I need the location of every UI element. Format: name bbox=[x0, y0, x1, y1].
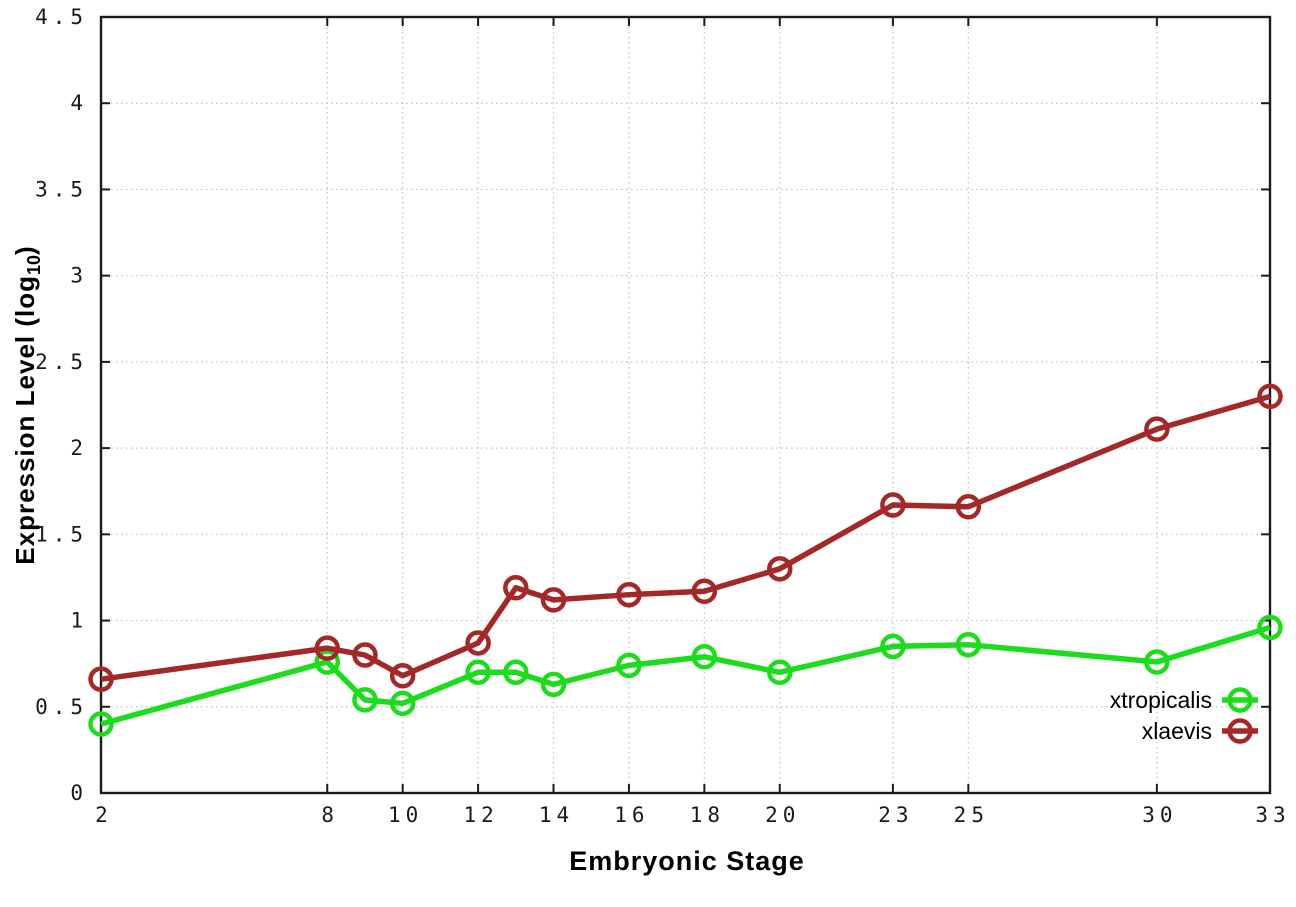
y-axis-title-text: Expression Level (log bbox=[10, 274, 40, 565]
x-tick-label: 8 bbox=[321, 803, 339, 827]
legend-label-xtropicalis: xtropicalis bbox=[1110, 687, 1212, 713]
y-tick-label: 3 bbox=[70, 264, 88, 288]
tick-labels: 2 8 10 12 14 16 18 20 23 25 30 33 0 0.5 1 1.5 2 2.5 3 3.5 4 4… bbox=[35, 5, 1290, 827]
series-xtropicalis-marker bbox=[880, 633, 906, 660]
x-tick-label: 2 bbox=[95, 803, 113, 827]
x-tick-label: 10 bbox=[388, 803, 423, 827]
series-xtropicalis bbox=[88, 614, 1283, 737]
x-tick-label: 23 bbox=[878, 803, 913, 827]
series-xtropicalis-marker bbox=[389, 690, 416, 717]
y-axis-title: Expression Level (log10) bbox=[10, 205, 45, 605]
y-axis-title-subscript: 10 bbox=[24, 254, 44, 275]
series-xlaevis-marker bbox=[88, 666, 114, 692]
y-tick-label: 4 bbox=[70, 91, 88, 115]
series-xlaevis-marker bbox=[691, 578, 718, 604]
axis-ticks bbox=[100, 16, 1271, 794]
x-tick-label: 20 bbox=[765, 803, 800, 827]
series-xlaevis-marker bbox=[314, 635, 341, 661]
series-xtropicalis-marker bbox=[314, 649, 341, 675]
y-tick-label: 1.5 bbox=[35, 522, 88, 546]
series-xtropicalis-marker bbox=[691, 644, 718, 670]
legend-marker-xlaevis bbox=[1227, 718, 1253, 744]
series-xlaevis-marker bbox=[352, 642, 378, 668]
series-xlaevis-marker bbox=[503, 575, 529, 601]
series-xtropicalis-marker bbox=[1257, 614, 1283, 641]
series-xlaevis-marker bbox=[540, 587, 567, 613]
x-axis-title: Embryonic Stage bbox=[569, 846, 805, 876]
x-tick-label: 30 bbox=[1142, 803, 1177, 827]
series-xlaevis-marker bbox=[767, 556, 793, 582]
series-xtropicalis-marker bbox=[465, 659, 491, 686]
series-xlaevis-marker bbox=[389, 662, 416, 689]
series-xlaevis-marker bbox=[1257, 383, 1283, 410]
series-xlaevis-line bbox=[100, 393, 1271, 682]
x-tick-label: 18 bbox=[690, 803, 725, 827]
series-xlaevis bbox=[88, 383, 1283, 692]
y-tick-label: 3.5 bbox=[35, 177, 88, 201]
series-xlaevis-marker bbox=[880, 492, 906, 518]
series-xlaevis-marker bbox=[465, 630, 491, 656]
x-tick-label: 14 bbox=[539, 803, 574, 827]
y-tick-label: 4.5 bbox=[35, 5, 88, 29]
y-tick-label: 0.5 bbox=[35, 695, 88, 719]
series-xtropicalis-line bbox=[100, 624, 1271, 727]
series-xtropicalis-marker bbox=[955, 631, 982, 658]
y-tick-label: 2.5 bbox=[35, 350, 88, 374]
series-xlaevis-marker bbox=[955, 493, 982, 520]
x-tick-label: 16 bbox=[614, 803, 649, 827]
y-tick-label: 0 bbox=[70, 781, 88, 805]
y-axis-title-suffix: ) bbox=[10, 245, 40, 255]
x-tick-label: 12 bbox=[463, 803, 498, 827]
legend: xtropicalis xlaevis bbox=[1110, 687, 1258, 744]
series-xtropicalis-marker bbox=[1144, 649, 1170, 675]
series-xtropicalis-marker bbox=[767, 659, 793, 686]
series-xtropicalis-marker bbox=[503, 659, 529, 686]
series-xlaevis-marker bbox=[1144, 416, 1170, 442]
legend-marker-xtropicalis bbox=[1227, 687, 1253, 713]
series-xtropicalis-marker bbox=[352, 687, 378, 713]
legend-label-xlaevis: xlaevis bbox=[1142, 718, 1212, 744]
series-xlaevis-marker bbox=[616, 581, 642, 608]
x-tick-label: 25 bbox=[954, 803, 989, 827]
y-tick-label: 1 bbox=[70, 609, 88, 633]
x-tick-label: 33 bbox=[1255, 803, 1290, 827]
y-tick-label: 2 bbox=[70, 436, 88, 460]
series-xtropicalis-marker bbox=[88, 711, 114, 737]
series-xtropicalis-marker bbox=[540, 671, 567, 698]
series-xtropicalis-marker bbox=[616, 652, 642, 679]
